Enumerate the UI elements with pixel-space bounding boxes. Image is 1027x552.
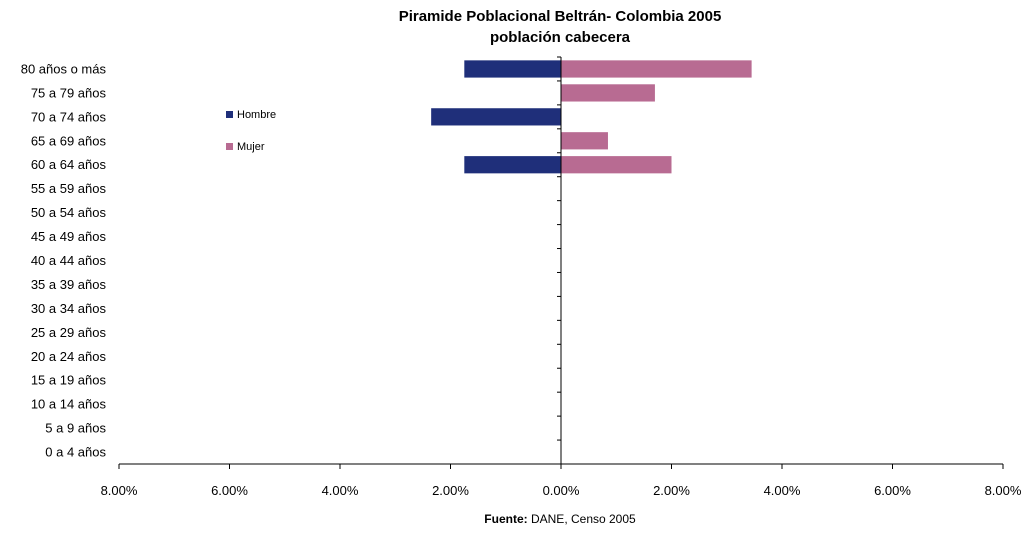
chart-footer: Fuente: DANE, Censo 2005 [0, 512, 1027, 526]
x-tick-label: 0.00% [543, 483, 580, 498]
category-label: 50 a 54 años [31, 205, 107, 220]
category-label: 70 a 74 años [31, 109, 107, 124]
bar-mujer-0 [561, 60, 752, 78]
category-label: 0 a 4 años [45, 445, 106, 460]
category-label: 75 a 79 años [31, 85, 107, 100]
x-tick-label: 2.00% [432, 483, 469, 498]
category-label: 5 a 9 años [45, 421, 106, 436]
category-label: 55 a 59 años [31, 181, 107, 196]
x-tick-label: 8.00% [101, 483, 138, 498]
x-tick-label: 8.00% [985, 483, 1022, 498]
bar-mujer-3 [561, 132, 608, 150]
legend-label-hombre: Hombre [237, 109, 276, 121]
chart-title: Piramide Poblacional Beltrán- Colombia 2… [398, 8, 722, 25]
category-label: 40 a 44 años [31, 253, 107, 268]
category-label: 65 a 69 años [31, 133, 107, 148]
bar-hombre-2 [431, 108, 561, 126]
footer-source: DANE, Censo 2005 [527, 512, 636, 526]
x-tick-label: 6.00% [211, 483, 248, 498]
category-label: 10 a 14 años [31, 397, 107, 412]
category-label: 25 a 29 años [31, 325, 107, 340]
category-label: 60 a 64 años [31, 157, 107, 172]
category-label: 15 a 19 años [31, 373, 107, 388]
x-tick-label: 6.00% [874, 483, 911, 498]
legend-label-mujer: Mujer [237, 141, 265, 153]
footer-label: Fuente: [484, 512, 528, 526]
bar-mujer-4 [561, 156, 672, 174]
bar-hombre-4 [464, 156, 561, 174]
legend-swatch-mujer [226, 143, 233, 150]
legend-swatch-hombre [226, 111, 233, 118]
bar-hombre-0 [464, 60, 561, 78]
chart-subtitle: población cabecera [489, 29, 631, 46]
category-label: 80 años o más [21, 61, 107, 76]
category-label: 45 a 49 años [31, 229, 107, 244]
bar-mujer-1 [561, 84, 655, 102]
category-label: 35 a 39 años [31, 277, 107, 292]
x-tick-label: 4.00% [764, 483, 801, 498]
x-tick-label: 2.00% [653, 483, 690, 498]
category-label: 30 a 34 años [31, 301, 107, 316]
category-label: 20 a 24 años [31, 349, 107, 364]
x-tick-label: 4.00% [322, 483, 359, 498]
